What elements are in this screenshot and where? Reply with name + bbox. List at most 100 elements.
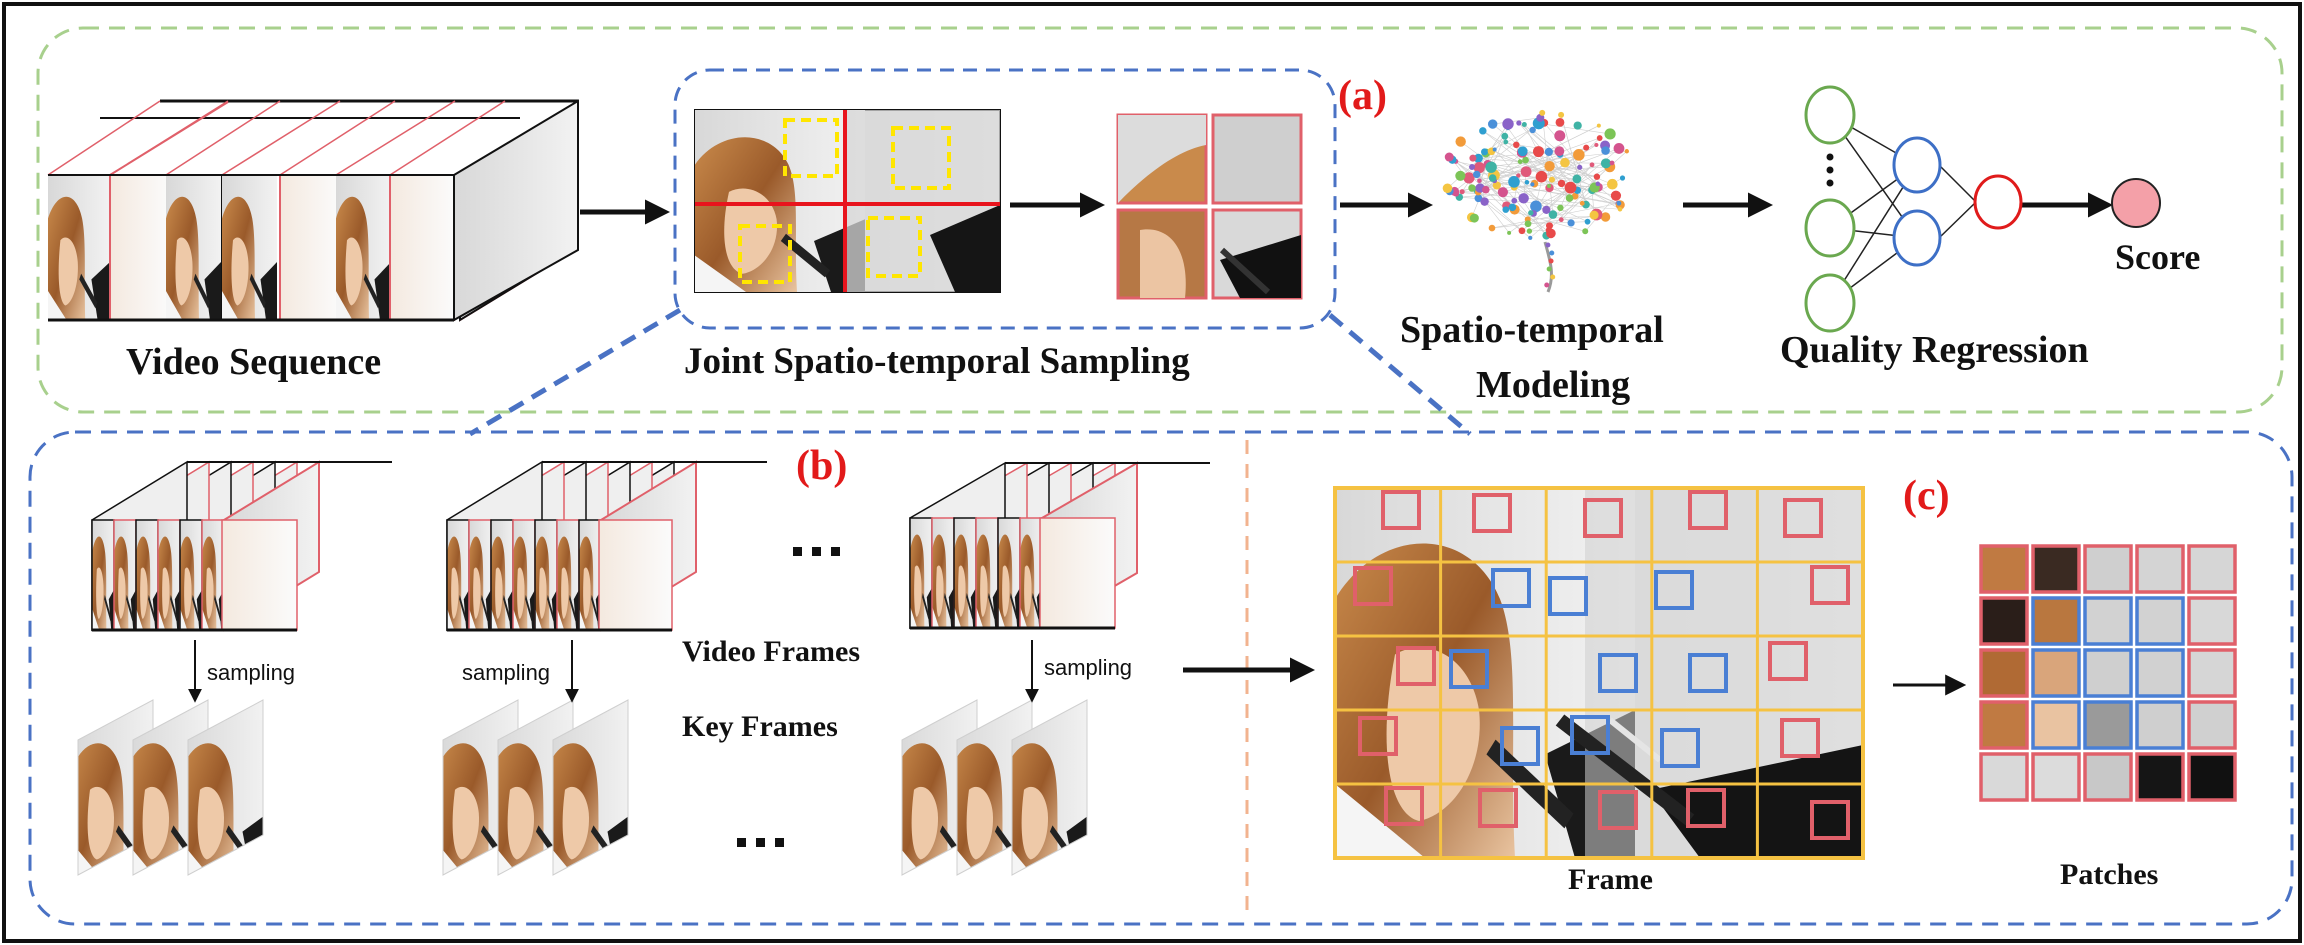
brain-node [1474,194,1483,203]
panel-a-label: (a) [1338,73,1387,119]
brain-node [1582,228,1589,235]
brain-node [1518,193,1529,204]
blue-sample-box [1548,576,1588,616]
brain-node [1518,227,1526,235]
brain-node [1492,147,1497,152]
quality-regression-label: Quality Regression [1780,329,2089,371]
red-sample-box [1381,490,1421,530]
video-sequence-label: Video Sequence [126,341,382,383]
brain-node [1565,194,1574,202]
score-label: Score [2115,237,2201,277]
brain-node [1548,210,1558,219]
brain-node [1558,111,1565,118]
brain-node [1492,181,1501,190]
patch-red [2083,544,2133,594]
video-frames-label: Video Frames [682,635,861,668]
blue-sample-box [1688,653,1728,693]
zoom-line-left [468,307,682,437]
brain-node [1481,148,1489,156]
brain-node [1560,157,1570,168]
brain-node [1502,118,1514,130]
patch-red [2083,752,2133,802]
mlp-icon [1804,85,2023,333]
panel-b-label: (b) [796,443,848,489]
brain-node [1584,218,1591,225]
patch-blue [2083,648,2133,698]
brain-node [1473,162,1485,174]
ellipsis-bottom [737,838,784,847]
brain-node [1469,163,1476,170]
st-modeling-label-line1: Spatio-temporal [1400,309,1664,351]
panel-bc-border [28,430,2294,926]
brain-node [1544,160,1555,172]
brain-node [1558,217,1564,223]
brain-node [1557,179,1566,188]
red-sample-box [1358,716,1398,756]
brain-node [1619,175,1626,181]
video-sequence-stack [48,99,579,320]
brain-node [1442,183,1453,194]
sampling-label-1: sampling [207,660,296,685]
brain-node [1535,170,1548,183]
brain-node [1488,224,1496,232]
sampling-box [673,68,1337,330]
brain-node [1485,161,1497,173]
red-sample-box [1583,498,1623,538]
patch-grid-5x5 [1979,544,2237,802]
brain-node [1593,173,1601,180]
brain-node [1555,117,1565,127]
patch-blue [2135,648,2185,698]
brain-node [1503,139,1509,145]
red-sample-box [1384,786,1424,826]
patch-blue [2135,596,2185,646]
brain-node [1617,206,1623,212]
key-frames-label: Key Frames [682,710,838,743]
panel-a-border [36,26,2284,414]
patch-red [2031,544,2081,594]
brain-node [1444,152,1454,162]
red-sample-box [1686,788,1726,828]
brain-node [1513,141,1520,149]
patch-red [2187,544,2237,594]
red-sample-box [1688,490,1728,530]
blue-sample-box [1660,728,1700,768]
brain-node [1455,136,1466,147]
brain-node [1589,210,1599,220]
red-sample-box [1810,565,1850,605]
brain-node [1609,160,1615,166]
brain-node [1487,119,1498,129]
blue-sample-box [1500,726,1540,766]
patch-red [2187,648,2237,698]
brain-node [1463,172,1475,184]
brain-node [1488,174,1497,182]
brain-node [1604,128,1616,140]
brain-node [1539,109,1546,116]
sampled-patches-2x2 [1116,113,1303,300]
patch-red [2135,544,2185,594]
red-sample-box [1396,646,1436,686]
brain-node [1479,127,1487,135]
brain-node [1545,222,1553,230]
brain-node [1516,120,1522,126]
blue-sample-box [1598,653,1638,693]
patch-red [2187,596,2237,646]
brain-node [1595,181,1601,187]
brain-node [1507,230,1512,235]
brain-node [1524,180,1530,185]
frame-sample-boxes [1353,490,1850,840]
blue-sample-box [1491,568,1531,608]
brain-node [1607,178,1618,190]
brain-node [1596,135,1603,141]
brain-node [1583,144,1590,151]
brain-node [1571,192,1579,200]
brain-node [1502,206,1510,213]
patch-blue [2083,700,2133,750]
red-sample-box [1472,493,1512,533]
frame-stack [910,461,1210,628]
patch-red [2187,752,2237,802]
brain-node [1554,130,1566,142]
brain-node [1589,162,1595,168]
frame-label: Frame [1568,863,1653,896]
